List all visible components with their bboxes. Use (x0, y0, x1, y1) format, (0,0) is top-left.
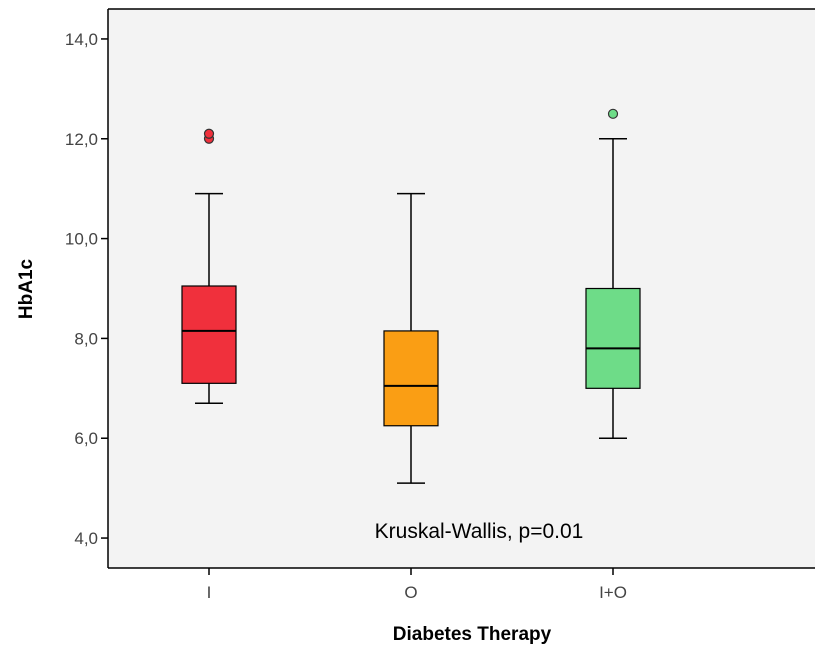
y-tick-label: 14,0 (65, 30, 98, 49)
box-plot-I+O (585, 108, 641, 439)
x-tick-label: O (404, 583, 417, 602)
box-plots (181, 108, 641, 484)
box-iqr (585, 287, 641, 389)
y-tick-label: 8,0 (74, 329, 98, 348)
x-axis-title: Diabetes Therapy (393, 624, 552, 645)
x-tick-label: I+O (599, 583, 627, 602)
box-iqr (383, 330, 439, 427)
y-ticks: 4,0 6,0 8,0 10,0 12,0 14,0 (65, 30, 108, 548)
outlier-point (607, 108, 619, 119)
y-tick-label: 10,0 (65, 230, 98, 249)
box-plot-O (383, 192, 439, 484)
y-tick-label: 12,0 (65, 130, 98, 149)
y-axis-title: HbA1c (16, 258, 37, 319)
box-iqr (181, 285, 237, 384)
x-ticks: I O I+O (207, 568, 627, 602)
box-plot-I (181, 128, 237, 405)
y-tick-label: 4,0 (74, 529, 98, 548)
y-tick-label: 6,0 (74, 429, 98, 448)
x-tick-label: I (207, 583, 212, 602)
outlier-point (203, 128, 215, 139)
annotation-kruskal-wallis: Kruskal-Wallis, p=0.01 (375, 520, 584, 543)
